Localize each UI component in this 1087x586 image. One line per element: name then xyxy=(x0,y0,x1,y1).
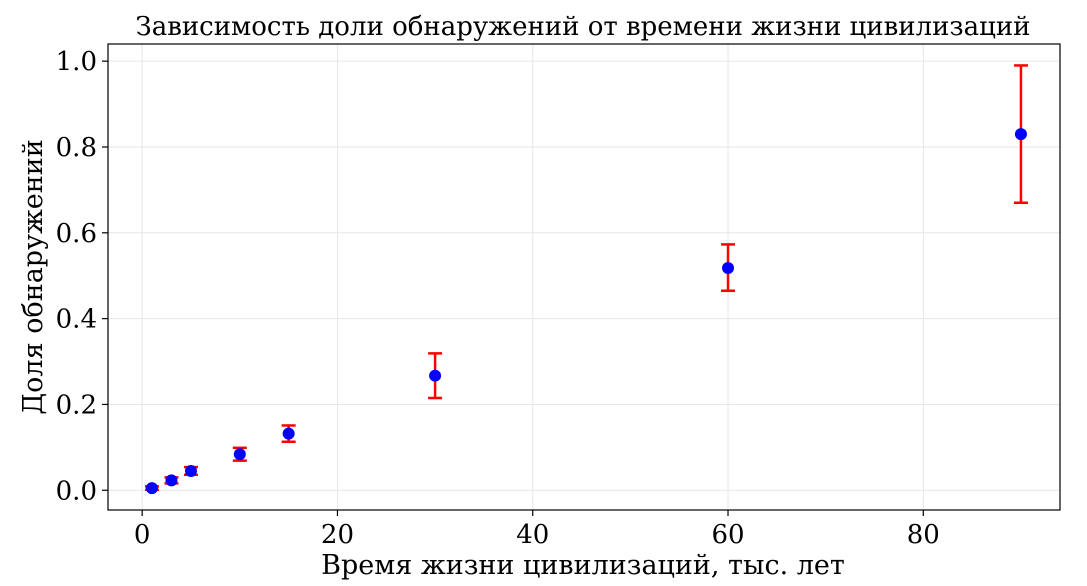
data-point xyxy=(282,427,295,440)
error-bars xyxy=(144,64,1028,492)
x-tick-label: 80 xyxy=(907,520,940,550)
x-axis-label: Время жизни цивилизаций, тыс. лет xyxy=(321,550,845,581)
plot-frame xyxy=(107,43,1061,511)
y-tick-label: 0.0 xyxy=(56,476,97,506)
grid-lines xyxy=(108,44,1060,510)
y-tick-label: 1.0 xyxy=(56,47,97,77)
x-tick-label: 20 xyxy=(321,520,354,550)
x-axis-ticks: 0 20 40 60 80 xyxy=(134,510,940,550)
data-point xyxy=(233,448,246,461)
y-axis-ticks: 0.0 0.2 0.4 0.6 0.8 1.0 xyxy=(56,47,108,506)
x-tick-label: 0 xyxy=(134,520,151,550)
data-point xyxy=(1014,128,1027,141)
y-tick-label: 0.4 xyxy=(56,305,97,335)
y-axis-label: Доля обнаружений xyxy=(18,139,49,415)
x-tick-label: 40 xyxy=(516,520,549,550)
y-tick-label: 0.2 xyxy=(56,390,97,420)
data-points xyxy=(145,128,1027,495)
data-point xyxy=(722,261,735,274)
data-point xyxy=(165,474,178,487)
y-tick-label: 0.8 xyxy=(56,133,97,163)
data-point xyxy=(429,369,442,382)
x-tick-label: 60 xyxy=(711,520,744,550)
data-point xyxy=(184,464,197,477)
data-point xyxy=(145,482,158,495)
chart-title: Зависимость доли обнаружений от времени … xyxy=(136,12,1031,42)
y-tick-label: 0.6 xyxy=(56,219,97,249)
